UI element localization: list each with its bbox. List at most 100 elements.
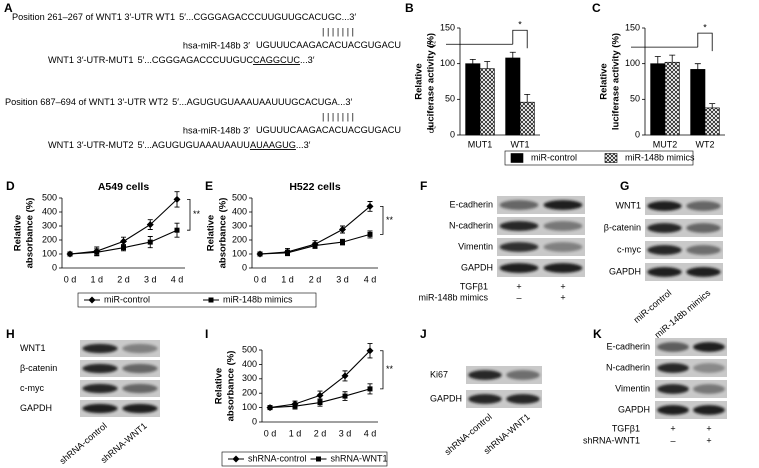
- mutant-sequence: ...3′: [300, 55, 315, 65]
- band: [657, 342, 689, 352]
- protein-label: WNT1: [20, 343, 46, 353]
- significance-bracket: [380, 206, 384, 235]
- error-bar: [524, 93, 531, 103]
- y-tick-label: 50: [630, 94, 640, 104]
- band: [647, 201, 682, 211]
- mutant-sequence: ...3′: [296, 140, 311, 150]
- error-bar: [654, 56, 661, 64]
- y-tick-label: 400: [42, 206, 57, 216]
- significance-bracket: [187, 199, 191, 231]
- y-tick-label: 150: [440, 22, 455, 32]
- band: [82, 363, 118, 374]
- y-axis-label: luciferase activity (%): [426, 33, 437, 130]
- mirna-label: hsa-miR-148b 3′: [183, 40, 250, 50]
- protein-label: GAPDH: [618, 404, 650, 414]
- x-tick-label: 0 d: [64, 274, 77, 284]
- mutant-sequence: AUAAGUG: [250, 140, 296, 150]
- band: [686, 223, 721, 233]
- legend-label: shRNA-control: [248, 453, 307, 463]
- protein-label: WNT1: [616, 200, 642, 210]
- band: [499, 221, 539, 231]
- legend-label: miR-148b mimics: [223, 294, 293, 304]
- panel-letter: H: [6, 327, 15, 341]
- legend-label: miR-148b mimics: [625, 152, 695, 162]
- mirna-sequence: UGUUUCAAGACACUACGUGACU: [256, 40, 401, 50]
- error-bar: [484, 61, 491, 69]
- band: [468, 394, 502, 404]
- mutant-label: WNT1 3′-UTR-MUT1: [48, 55, 133, 65]
- condition-label: miR-148b mimics: [418, 292, 488, 302]
- significance-label: **: [386, 364, 394, 374]
- mirna-label: hsa-miR-148b 3′: [183, 125, 250, 135]
- chart-title: A549 cells: [98, 181, 150, 193]
- panel-letter: G: [620, 179, 629, 193]
- mutant-line: WNT1 3′-UTR-MUT1 5′...CGGGAGACCCUUGUCCAGG…: [48, 55, 315, 65]
- bar: [465, 63, 481, 136]
- x-tick-label: 4 d: [364, 274, 377, 284]
- band: [543, 221, 583, 231]
- band: [647, 267, 682, 277]
- chart-title: H522 cells: [289, 181, 341, 193]
- mirna-line: UGUUUCAAGACACUACGUGACU 5′: [256, 125, 436, 135]
- x-tick-label: 1 d: [90, 274, 103, 284]
- marker: [312, 243, 318, 249]
- marker: [94, 249, 100, 255]
- legend-label: shRNA-WNT1: [331, 453, 388, 463]
- error-bar: [669, 54, 676, 63]
- protein-label: Vimentin: [615, 383, 650, 393]
- condition-value: +: [516, 281, 521, 291]
- y-tick-label: 0: [242, 262, 247, 272]
- band: [647, 245, 682, 255]
- marker: [367, 231, 373, 237]
- marker: [285, 250, 290, 256]
- x-tick-label: 4 d: [171, 274, 184, 284]
- bar: [690, 69, 706, 136]
- bar: [505, 57, 521, 136]
- y-tick-label: 500: [42, 192, 57, 202]
- mirna-sequence: UGUUUCAAGACACUACGUGACU: [256, 125, 401, 135]
- panel-letter: A: [4, 1, 13, 15]
- x-tick-label: 3 d: [336, 274, 349, 284]
- protein-label: GAPDH: [609, 266, 641, 276]
- y-axis-label: Relative: [414, 63, 425, 99]
- x-tick-label: 1 d: [289, 428, 302, 438]
- x-tick-label: 3 d: [144, 274, 157, 284]
- x-tick-label: 1 d: [281, 274, 294, 284]
- marker: [342, 393, 348, 399]
- bar: [519, 101, 535, 136]
- y-tick-label: 50: [445, 94, 455, 104]
- band: [499, 242, 539, 252]
- bar: [664, 61, 680, 136]
- y-tick-label: 300: [232, 220, 247, 230]
- marker: [257, 251, 263, 257]
- condition-label: TGFβ1: [460, 281, 488, 291]
- marker: [147, 239, 153, 245]
- y-tick-label: 300: [242, 373, 257, 383]
- error-bar: [709, 103, 716, 108]
- marker: [366, 202, 374, 210]
- significance-bracket: [380, 350, 384, 390]
- band: [686, 201, 721, 211]
- y-axis-label: absorbance (%): [218, 198, 229, 269]
- condition-value: +: [706, 435, 711, 445]
- pairing: |||||||: [322, 26, 357, 36]
- condition-value: +: [560, 281, 565, 291]
- legend-label: miR-control: [531, 152, 577, 162]
- panel-letter: E: [205, 179, 213, 193]
- y-axis-label: Relative: [13, 215, 24, 251]
- y-axis-label: absorbance (%): [226, 351, 237, 422]
- x-tick-label: 0 d: [264, 428, 277, 438]
- mutant-sequence: 5′...AGUGUGUAAAUAAUU: [137, 140, 250, 150]
- x-tick-label: MUT2: [653, 139, 678, 149]
- band: [647, 223, 682, 233]
- y-tick-label: 400: [242, 359, 257, 369]
- condition-value: +: [670, 423, 675, 433]
- y-tick-label: 200: [242, 388, 257, 398]
- x-tick-label: 3 d: [339, 428, 352, 438]
- legend-swatch: [510, 153, 524, 163]
- protein-label: N-cadherin: [606, 362, 650, 372]
- marker: [339, 226, 346, 233]
- x-tick-label: WT2: [696, 139, 715, 149]
- legend-label: miR-control: [104, 294, 150, 304]
- marker: [67, 251, 73, 257]
